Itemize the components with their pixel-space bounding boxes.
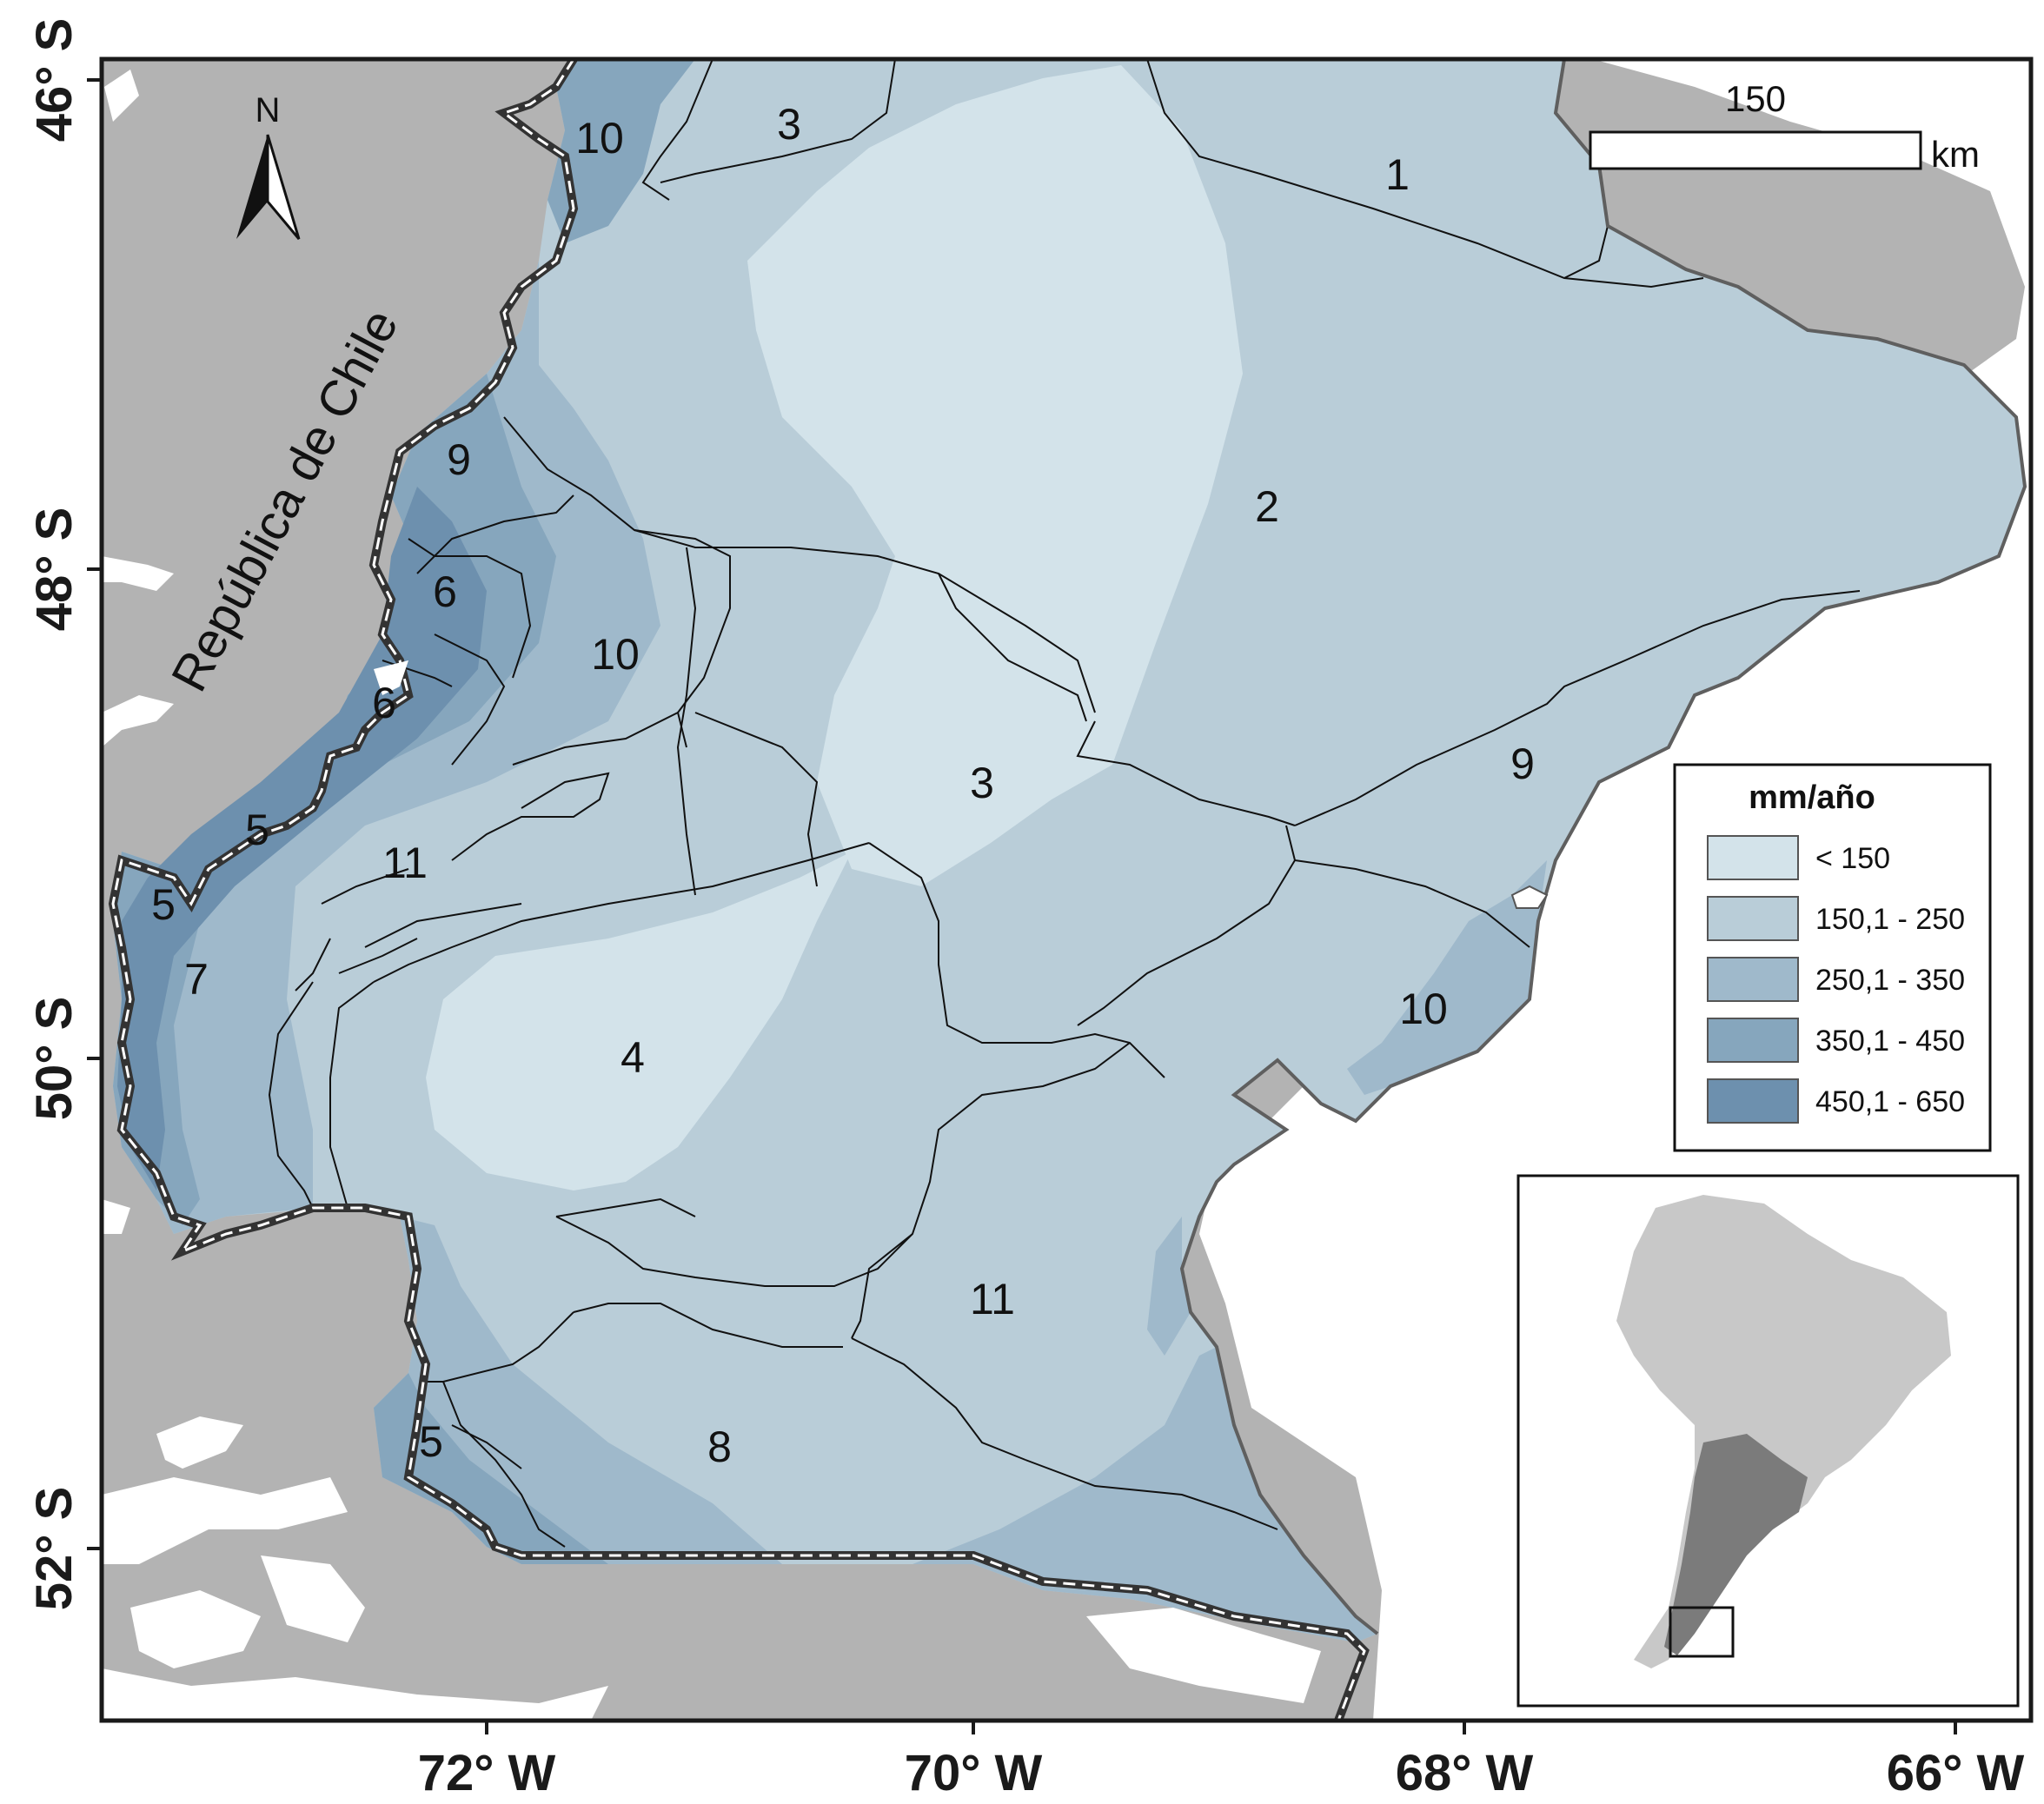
map-frame: [99, 56, 2034, 1723]
legend-swatch: [1707, 1018, 1799, 1063]
zone-boundaries: [268, 59, 1861, 1548]
legend-label: 150,1 - 250: [1815, 903, 1965, 936]
lon-label-66: 66° W: [1887, 1745, 2025, 1801]
zone-label: 8: [707, 1423, 732, 1471]
map-area: [102, 59, 2031, 1721]
legend: mm/año < 150 150,1 - 250 250,1 - 350 350,1 …: [1673, 763, 1992, 1152]
band-south-350-450: [374, 1373, 608, 1564]
zone-labels: 1 2 3 3 4 5 5 5 6 6 7 8 9 9 10 10 10 11 …: [151, 100, 1535, 1471]
tick-marks: [87, 78, 1957, 1734]
north-arrow-icon: N: [236, 91, 301, 240]
zone-label: 9: [447, 435, 471, 484]
chilean-fjords: [102, 70, 1512, 1721]
band-north-dark: [548, 59, 695, 243]
zone-label: 7: [184, 955, 209, 1004]
zone-label: 3: [777, 100, 801, 149]
legend-swatch: [1707, 1078, 1799, 1124]
band-450-650: [117, 487, 487, 1191]
lake-east: [1510, 885, 1549, 909]
legend-label: < 150: [1815, 842, 1890, 875]
zone-label: 2: [1255, 482, 1279, 531]
inset-study-area: [1669, 1606, 1735, 1658]
lat-label-52: 52° S: [26, 1487, 83, 1611]
legend-swatch: [1707, 896, 1799, 941]
dry-zone-south: [426, 852, 852, 1191]
coastline: [1179, 59, 2027, 1635]
zone-label: 5: [151, 880, 176, 929]
lon-label-72: 72° W: [418, 1745, 556, 1801]
south-america-locator-icon: [1616, 1195, 1951, 1668]
latitude-labels: 46° S 48° S 50° S 52° S: [26, 18, 83, 1611]
scale-value: 150: [1725, 78, 1786, 119]
lon-label-70: 70° W: [905, 1745, 1043, 1801]
zone-label: 11: [970, 1275, 1015, 1323]
inset-map: [1516, 1174, 2020, 1708]
zone-label: 10: [575, 114, 624, 162]
band-east-coast: [1347, 860, 1547, 1095]
international-border-inner: [111, 59, 1366, 1721]
zone-label: 9: [1510, 740, 1535, 788]
zone-label: 4: [620, 1033, 645, 1082]
legend-label: 450,1 - 650: [1815, 1085, 1965, 1118]
zone-label: 5: [419, 1417, 443, 1466]
band-southeast: [912, 1347, 1377, 1642]
north-label: N: [256, 91, 281, 129]
dry-zone-north: [747, 65, 1243, 886]
legend-title: mm/año: [1749, 779, 1875, 816]
scale-unit: km: [1931, 134, 1980, 175]
legend-label: 350,1 - 450: [1815, 1025, 1965, 1058]
lat-label-48: 48° S: [26, 507, 83, 632]
band-southeast-2: [1147, 1217, 1191, 1356]
legend-swatch: [1707, 835, 1799, 880]
zone-label: 5: [245, 806, 269, 854]
zone-label: 6: [372, 679, 396, 727]
zone-label: 3: [970, 759, 994, 807]
lon-label-68: 68° W: [1396, 1745, 1534, 1801]
lat-label-46: 46° S: [26, 18, 83, 143]
zone-label: 10: [591, 630, 640, 679]
zone-label: 10: [1399, 985, 1448, 1033]
zone-label: 11: [382, 839, 428, 887]
lat-label-50: 50° S: [26, 997, 83, 1121]
zone-label: 1: [1385, 150, 1410, 199]
legend-swatch: [1707, 957, 1799, 1002]
zone-label: 6: [433, 567, 457, 616]
legend-label: 250,1 - 350: [1815, 964, 1965, 997]
longitude-labels: 72° W 70° W 68° W 66° W: [418, 1745, 2025, 1801]
scale-bar: 150 km: [1589, 78, 1980, 175]
